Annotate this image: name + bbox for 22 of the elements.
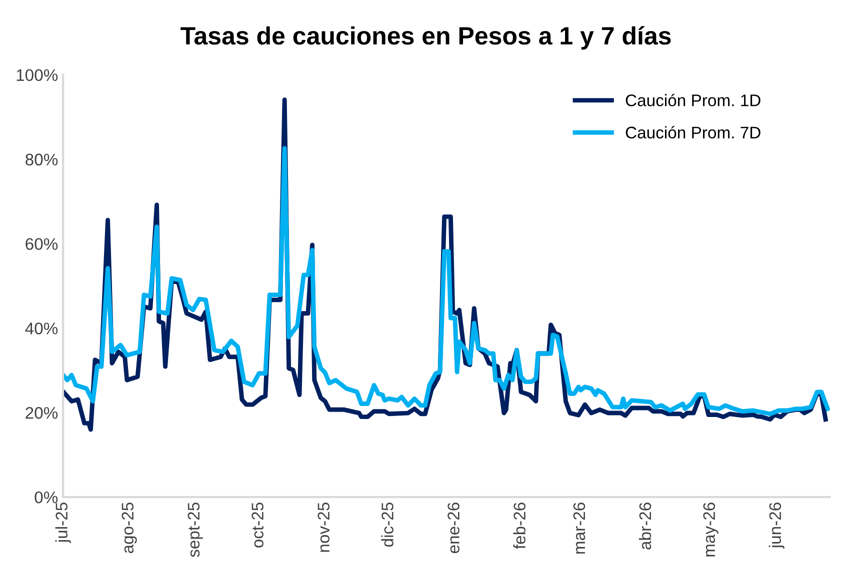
line-series [63,146,830,416]
x-tick-label: ago-25 [122,502,137,554]
x-tick-label: ene-26 [448,502,460,554]
y-tick-label: 0% [34,491,58,504]
y-tick-label: 60% [26,238,58,250]
x-tick-label: oct-25 [252,502,264,548]
x-tick-label: sept-25 [188,502,203,558]
x-tick-label: jul-25 [55,502,71,544]
y-tick-label: 40% [25,322,58,334]
chart-title: Tasas de cauciones en Pesos a 1 y 7 días [180,26,671,50]
y-tick-label: 80% [26,154,58,166]
x-tick-label: mar-26 [573,502,586,554]
x-tick-label: jun-26 [768,502,784,549]
x-tick-label: feb-26 [513,502,526,549]
x-tick-label: may-26 [703,502,718,556]
x-tick-label: dic-25 [381,502,394,547]
y-tick-label: 100% [16,69,58,82]
y-tick-label: 20% [26,407,58,419]
x-tick-label: nov-25 [318,502,330,552]
x-tick-label: abr-26 [638,502,652,550]
legend-label: Caución Prom. 1D [626,94,760,106]
legend-label: Caución Prom. 7D [626,126,760,138]
